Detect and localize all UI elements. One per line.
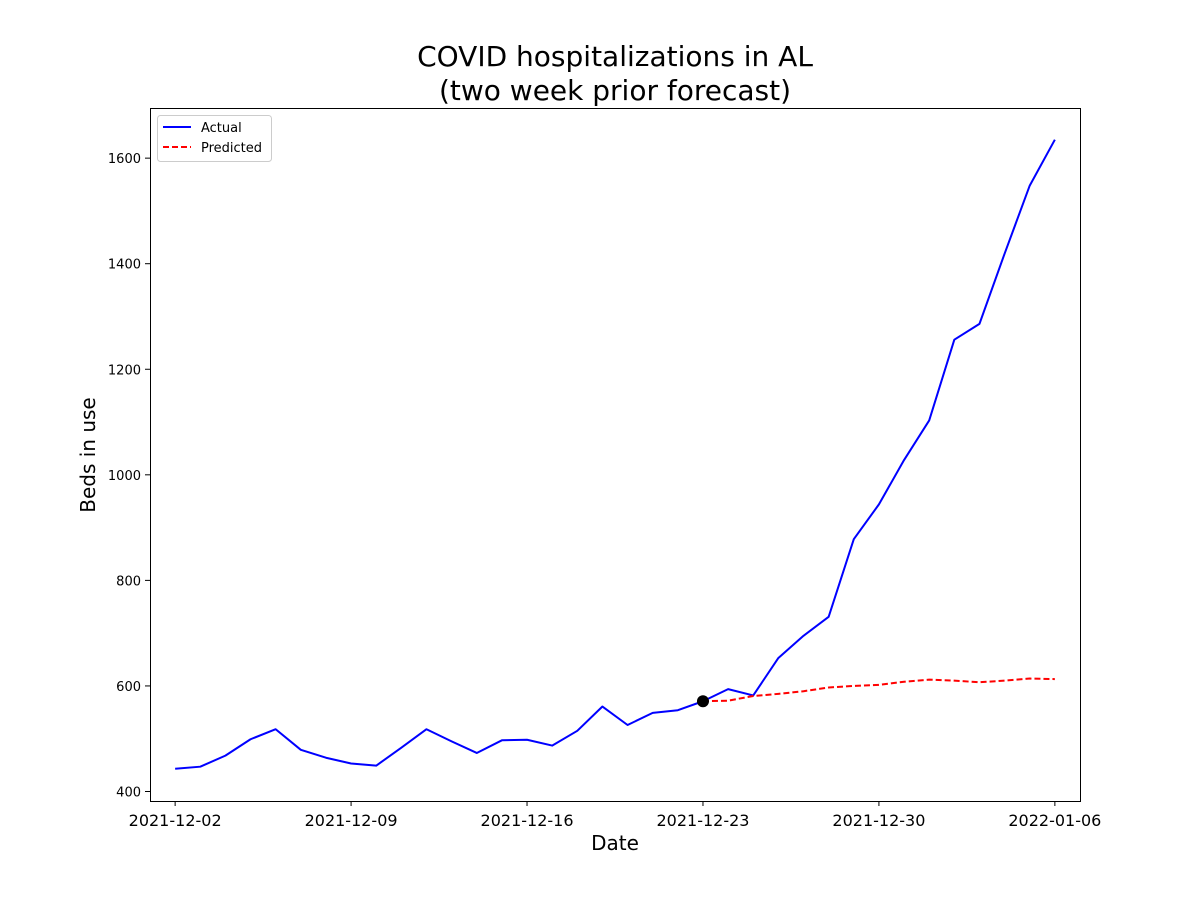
legend: Actual Predicted	[157, 115, 272, 162]
legend-label-actual: Actual	[201, 121, 242, 136]
y-axis-label: Beds in use	[76, 397, 100, 513]
chart-title-line-2: (two week prior forecast)	[439, 74, 791, 107]
x-tick-label: 2021-12-30	[832, 811, 925, 830]
x-axis: 2021-12-02 2021-12-09 2021-12-16 2021-12-23…	[129, 801, 1101, 830]
y-tick-label: 800	[116, 574, 141, 589]
x-tick-label: 2021-12-23	[656, 811, 749, 830]
series-line-actual	[175, 139, 1056, 770]
x-tick-label: 2021-12-16	[481, 811, 574, 830]
series-line-predicted	[702, 677, 1055, 703]
y-tick-label: 400	[116, 785, 141, 800]
axes-frame	[150, 108, 1081, 802]
y-tick-label: 600	[116, 680, 141, 695]
x-tick-label: 2022-01-06	[1008, 811, 1101, 830]
x-axis-label: Date	[591, 831, 639, 855]
x-tick-label: 2021-12-09	[305, 811, 398, 830]
y-tick-label: 1400	[108, 258, 141, 273]
legend-label-predicted: Predicted	[201, 141, 262, 156]
y-tick-label: 1600	[108, 152, 141, 167]
y-tick-label: 1000	[108, 469, 141, 484]
chart-title-line-1: COVID hospitalizations in AL	[417, 40, 813, 73]
y-axis: 400 600 800 1000 1200 1400 1600	[108, 152, 150, 800]
forecast-start-marker	[696, 695, 709, 708]
x-tick-label: 2021-12-02	[129, 811, 222, 830]
plot-area	[175, 139, 1056, 770]
y-tick-label: 1200	[108, 363, 141, 378]
